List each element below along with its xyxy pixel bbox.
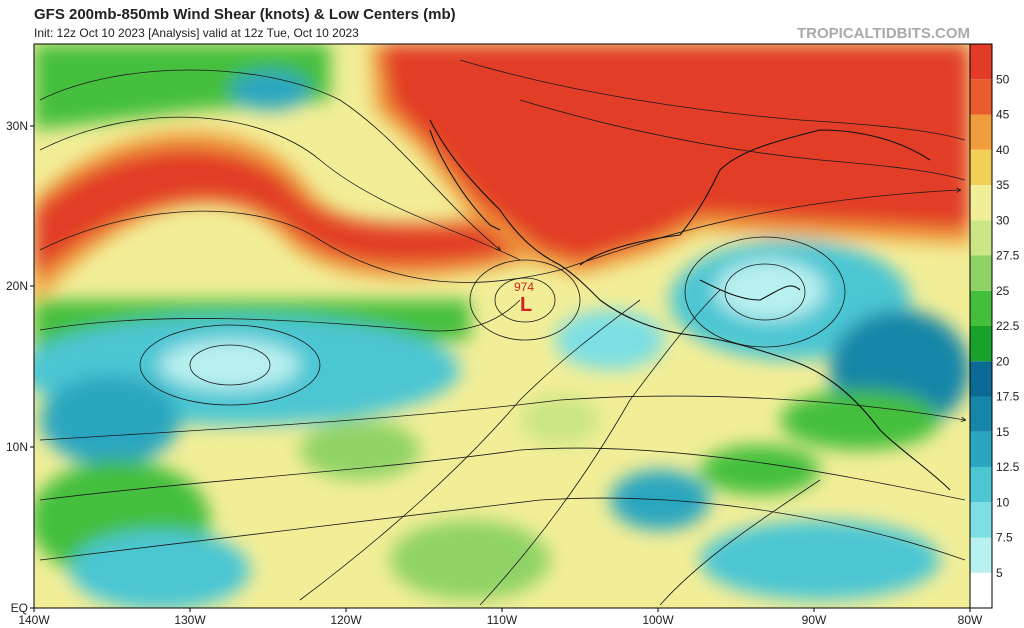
lon-label: 120W [330,613,362,627]
colorbar-swatch [970,79,992,115]
lon-label: 130W [174,613,206,627]
colorbar-label: 40 [996,143,1010,157]
colorbar-label: 25 [996,284,1010,298]
lon-label: 140W [18,613,50,627]
colorbar-label: 30 [996,213,1010,227]
colorbar-label: 5 [996,566,1003,580]
lon-label: 110W [487,613,518,627]
colorbar-swatch [970,467,992,503]
lat-label: 10N [6,440,28,454]
lon-label: 90W [802,613,827,627]
colorbar-label: 27.5 [996,249,1020,263]
colorbar-swatch [970,502,992,538]
colorbar-swatch [970,149,992,185]
colorbar-swatch [970,326,992,362]
colorbar-label: 35 [996,178,1010,192]
colorbar-swatch [970,185,992,221]
colorbar-frame [969,43,993,609]
lon-label: 80W [958,613,983,627]
colorbar-swatch [970,537,992,573]
colorbar-swatch [970,396,992,432]
colorbar: 5 7.5 10 12.5 15 17.5 20 22.5 25 27.5 30 35 40 45 50 [969,43,1020,609]
colorbar-swatch [970,255,992,291]
colorbar-label: 10 [996,495,1010,509]
colorbar-label: 45 [996,108,1010,122]
colorbar-label: 7.5 [996,531,1013,545]
colorbar-label: 12.5 [996,460,1020,474]
colorbar-label: 50 [996,72,1010,86]
low-pressure: 974 [514,280,534,294]
colorbar-swatch [970,290,992,326]
colorbar-label: 20 [996,354,1010,368]
colorbar-label: 22.5 [996,319,1020,333]
colorbar-swatch [970,220,992,256]
colorbar-swatch [970,114,992,150]
lat-label: 20N [6,279,28,293]
colorbar-label: 17.5 [996,390,1020,404]
streamlines [39,59,965,606]
low-symbol: L [520,294,532,316]
colorbar-swatch [970,361,992,397]
subtitle: Init: 12z Oct 10 2023 [Analysis] valid a… [34,26,359,40]
shear-field: 974 L [34,44,970,608]
source: TROPICALTIDBITS.COM [797,25,970,42]
lat-label: EQ [11,601,28,615]
lat-label: 30N [6,119,28,133]
coastlines [429,119,951,491]
title: GFS 200mb-850mb Wind Shear (knots) & Low… [34,6,456,23]
colorbar-swatch [970,44,992,80]
colorbar-label: 15 [996,425,1010,439]
lon-label: 100W [642,613,674,627]
colorbar-swatch [970,431,992,467]
colorbar-swatch [970,572,992,608]
